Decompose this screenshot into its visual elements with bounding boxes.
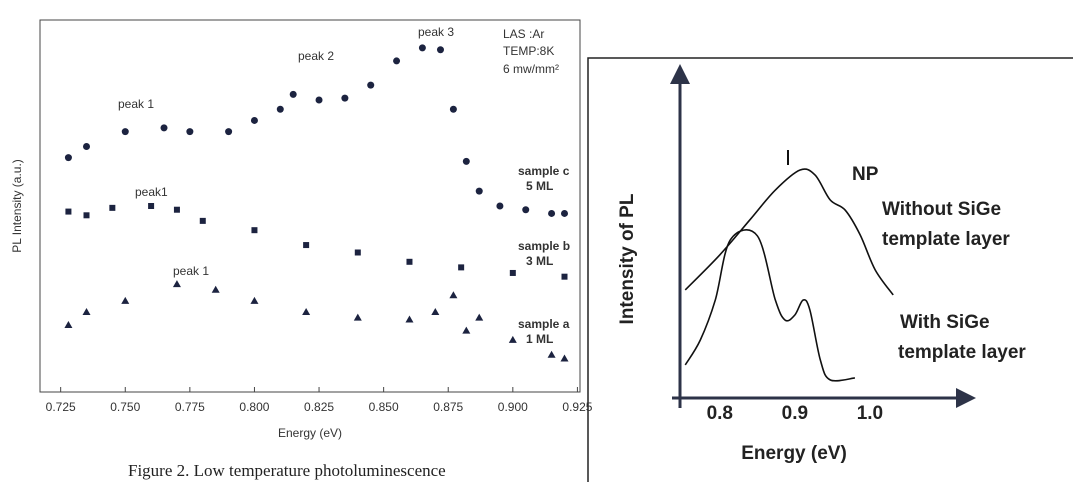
annotation: NP	[852, 164, 879, 185]
point	[315, 96, 323, 104]
annotation: Without SiGe	[882, 199, 1001, 220]
point	[406, 258, 413, 265]
point	[211, 285, 220, 293]
point	[121, 128, 129, 136]
spectrum-line	[684, 229, 856, 382]
point	[65, 208, 72, 215]
point	[496, 202, 504, 210]
point	[560, 354, 569, 362]
point	[522, 206, 530, 214]
point	[475, 187, 483, 195]
annotation: peak1	[135, 185, 168, 199]
x-tick-label: 0.825	[304, 400, 334, 414]
x-tick-label: 0.9	[782, 403, 808, 424]
x-tick-label: 0.775	[175, 400, 205, 414]
point	[186, 128, 194, 136]
x-tick-label: 0.750	[110, 400, 140, 414]
annotation: template layer	[882, 229, 1010, 250]
x-tick-label: 1.0	[857, 403, 883, 424]
point	[547, 350, 556, 358]
point	[418, 44, 426, 52]
series-label: sample b	[518, 239, 570, 253]
point	[82, 308, 91, 316]
series-label: sample a	[518, 317, 570, 331]
point	[436, 46, 444, 54]
annotation: With SiGe	[900, 312, 990, 333]
point	[462, 157, 470, 165]
y-axis-label: Intensity of PL	[617, 193, 638, 324]
x-tick-label: 0.875	[433, 400, 463, 414]
point	[225, 128, 233, 136]
point	[173, 206, 180, 213]
point	[508, 335, 517, 343]
annotation: peak 1	[118, 97, 154, 111]
point	[449, 105, 457, 113]
annotation: 6 mw/mm²	[503, 62, 559, 76]
annotation: LAS :Ar	[503, 27, 544, 41]
point	[160, 124, 168, 132]
point	[560, 209, 568, 217]
point	[250, 116, 258, 124]
series-thickness: 3 ML	[526, 254, 553, 268]
series-thickness: 1 ML	[526, 332, 553, 346]
point	[341, 94, 349, 102]
point	[354, 249, 361, 256]
point	[509, 269, 516, 276]
point	[303, 242, 310, 249]
annotation: template layer	[898, 342, 1026, 363]
x-axis-label: Energy (eV)	[278, 426, 342, 440]
point	[83, 212, 90, 219]
point	[302, 308, 311, 316]
point	[172, 280, 181, 288]
chart: 0.725 0.750 0.775 0.800 0.825 0.850 0.875 0.900…	[10, 19, 593, 440]
x-tick-label: 0.8	[707, 403, 733, 424]
x-tick-label: 0.900	[498, 400, 528, 414]
x-tick-label: 0.850	[369, 400, 399, 414]
annotation: TEMP:8K	[503, 44, 554, 58]
point	[276, 105, 284, 113]
plot-frame	[39, 19, 581, 393]
point	[148, 203, 155, 209]
right-panel-frame	[587, 57, 1073, 482]
y-axis-arrow	[670, 64, 690, 84]
x-tick-label: 0.725	[46, 400, 76, 414]
point	[353, 313, 362, 321]
point	[64, 321, 73, 329]
point	[367, 81, 375, 89]
point	[405, 315, 414, 323]
point	[251, 227, 258, 234]
point	[121, 296, 130, 304]
point	[64, 154, 72, 162]
point	[431, 308, 440, 316]
point	[83, 142, 91, 150]
caption: Figure 2. Low temperature photoluminesce…	[128, 461, 446, 480]
series-label: sample c	[518, 164, 570, 178]
spectrum-line	[684, 168, 894, 296]
annotation: peak 1	[173, 264, 209, 278]
x-tick-label: 0.800	[239, 400, 269, 414]
point	[199, 217, 206, 224]
annotation: peak 2	[298, 49, 334, 63]
point	[250, 296, 259, 304]
point	[449, 291, 458, 299]
x-tick-label: 0.925	[562, 400, 592, 414]
point	[548, 209, 556, 217]
series-thickness: 5 ML	[526, 179, 553, 193]
y-axis-label: PL Intensity (a.u.)	[10, 159, 24, 253]
x-axis-label: Energy (eV)	[741, 443, 847, 464]
annotation: peak 3	[418, 25, 454, 39]
point	[109, 204, 116, 211]
point	[475, 313, 484, 321]
point	[462, 326, 471, 334]
point	[561, 273, 568, 280]
x-axis-arrow	[956, 388, 976, 408]
point	[393, 57, 401, 65]
point	[289, 90, 297, 98]
point	[458, 264, 465, 271]
